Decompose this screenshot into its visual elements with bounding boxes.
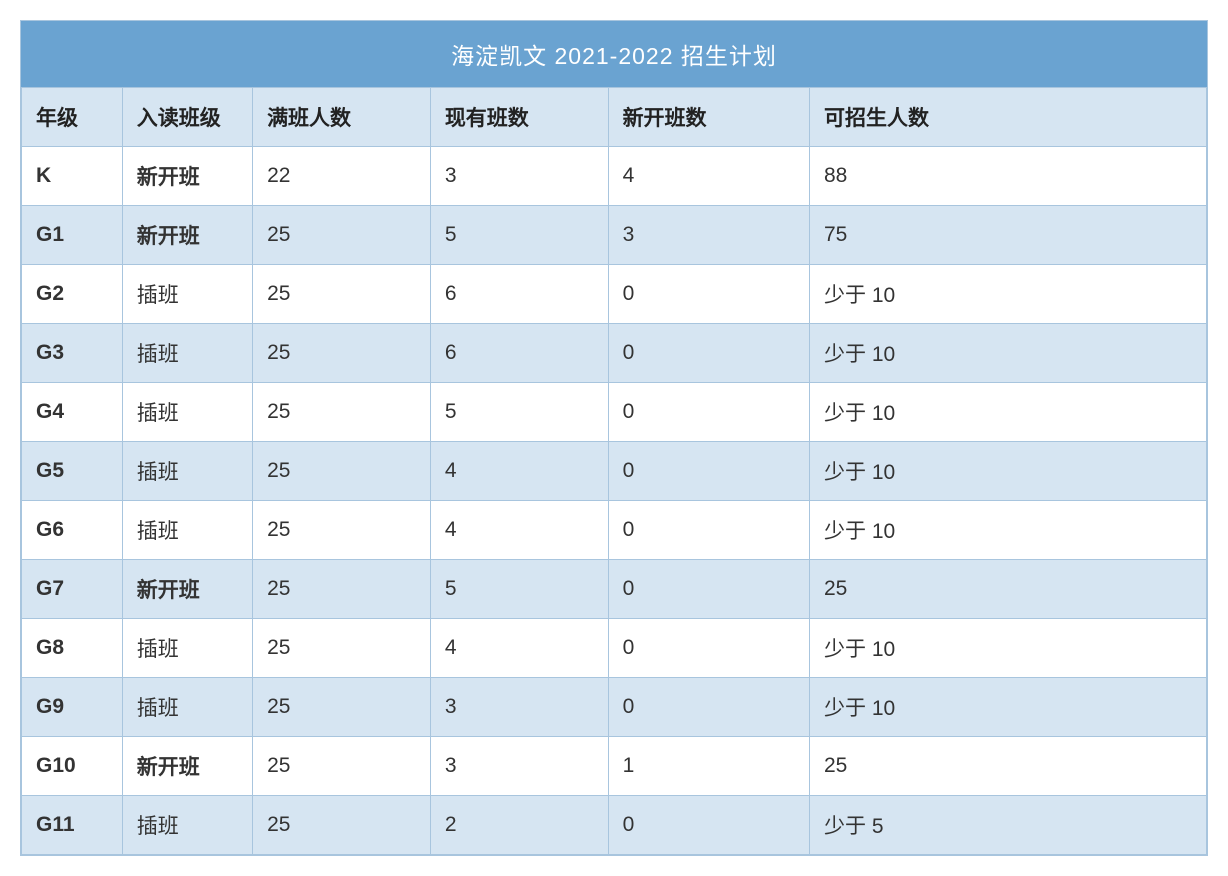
table-row: G2插班2560少于 10	[22, 265, 1207, 324]
table-cell: 2	[430, 796, 608, 855]
table-cell: 25	[253, 796, 431, 855]
enrollment-table: 年级 入读班级 满班人数 现有班数 新开班数 可招生人数 K新开班223488G…	[21, 87, 1207, 855]
table-row: G7新开班255025	[22, 560, 1207, 619]
table-cell: 0	[608, 442, 809, 501]
table-cell: 25	[253, 442, 431, 501]
enrollment-table-container: 海淀凯文 2021-2022 招生计划 年级 入读班级 满班人数 现有班数 新开…	[20, 20, 1208, 856]
table-cell: 少于 10	[810, 619, 1207, 678]
header-row: 年级 入读班级 满班人数 现有班数 新开班数 可招生人数	[22, 88, 1207, 147]
col-header-grade: 年级	[22, 88, 123, 147]
table-cell: G5	[22, 442, 123, 501]
table-row: G6插班2540少于 10	[22, 501, 1207, 560]
table-cell: 3	[608, 206, 809, 265]
table-cell: 25	[253, 265, 431, 324]
table-cell: K	[22, 147, 123, 206]
table-cell: 5	[430, 560, 608, 619]
table-row: G11插班2520少于 5	[22, 796, 1207, 855]
table-cell: 少于 10	[810, 324, 1207, 383]
table-cell: 插班	[122, 796, 252, 855]
table-cell: 25	[253, 324, 431, 383]
table-cell: 新开班	[122, 560, 252, 619]
table-row: G5插班2540少于 10	[22, 442, 1207, 501]
table-cell: 少于 10	[810, 678, 1207, 737]
table-row: G8插班2540少于 10	[22, 619, 1207, 678]
table-title: 海淀凯文 2021-2022 招生计划	[21, 21, 1207, 87]
table-row: G10新开班253125	[22, 737, 1207, 796]
table-cell: 插班	[122, 265, 252, 324]
table-cell: 插班	[122, 619, 252, 678]
table-cell: 22	[253, 147, 431, 206]
table-cell: G6	[22, 501, 123, 560]
table-cell: 0	[608, 324, 809, 383]
table-cell: 5	[430, 206, 608, 265]
table-cell: 3	[430, 678, 608, 737]
table-cell: 25	[253, 501, 431, 560]
table-body: K新开班223488G1新开班255375G2插班2560少于 10G3插班25…	[22, 147, 1207, 855]
table-cell: 少于 10	[810, 501, 1207, 560]
table-cell: 3	[430, 147, 608, 206]
table-cell: 25	[253, 737, 431, 796]
table-cell: 少于 10	[810, 265, 1207, 324]
table-cell: G9	[22, 678, 123, 737]
table-cell: 新开班	[122, 737, 252, 796]
table-cell: 25	[810, 560, 1207, 619]
table-cell: 0	[608, 678, 809, 737]
table-cell: G4	[22, 383, 123, 442]
col-header-available: 可招生人数	[810, 88, 1207, 147]
table-cell: 0	[608, 560, 809, 619]
table-cell: 3	[430, 737, 608, 796]
table-cell: G8	[22, 619, 123, 678]
table-cell: G2	[22, 265, 123, 324]
table-cell: 少于 10	[810, 442, 1207, 501]
table-cell: 插班	[122, 501, 252, 560]
col-header-fullsize: 满班人数	[253, 88, 431, 147]
table-cell: 5	[430, 383, 608, 442]
table-cell: G10	[22, 737, 123, 796]
table-cell: 25	[253, 560, 431, 619]
table-cell: G3	[22, 324, 123, 383]
table-row: G4插班2550少于 10	[22, 383, 1207, 442]
table-cell: 0	[608, 265, 809, 324]
table-cell: 25	[253, 206, 431, 265]
table-cell: 0	[608, 501, 809, 560]
table-cell: 6	[430, 324, 608, 383]
table-cell: 4	[608, 147, 809, 206]
table-cell: 新开班	[122, 147, 252, 206]
table-cell: 插班	[122, 324, 252, 383]
table-cell: G1	[22, 206, 123, 265]
table-cell: 新开班	[122, 206, 252, 265]
table-cell: 插班	[122, 383, 252, 442]
table-cell: 25	[253, 678, 431, 737]
table-cell: 88	[810, 147, 1207, 206]
table-cell: 25	[810, 737, 1207, 796]
table-cell: 4	[430, 619, 608, 678]
table-cell: 75	[810, 206, 1207, 265]
table-cell: 1	[608, 737, 809, 796]
table-cell: 0	[608, 383, 809, 442]
table-cell: G11	[22, 796, 123, 855]
table-cell: 25	[253, 619, 431, 678]
table-cell: 0	[608, 796, 809, 855]
table-row: K新开班223488	[22, 147, 1207, 206]
table-cell: 插班	[122, 442, 252, 501]
table-cell: 少于 10	[810, 383, 1207, 442]
table-cell: 4	[430, 501, 608, 560]
table-cell: 插班	[122, 678, 252, 737]
col-header-newopen: 新开班数	[608, 88, 809, 147]
table-cell: 0	[608, 619, 809, 678]
table-cell: 4	[430, 442, 608, 501]
col-header-existing: 现有班数	[430, 88, 608, 147]
col-header-classtype: 入读班级	[122, 88, 252, 147]
table-row: G3插班2560少于 10	[22, 324, 1207, 383]
table-cell: 6	[430, 265, 608, 324]
table-cell: 少于 5	[810, 796, 1207, 855]
table-cell: G7	[22, 560, 123, 619]
table-row: G1新开班255375	[22, 206, 1207, 265]
table-row: G9插班2530少于 10	[22, 678, 1207, 737]
table-cell: 25	[253, 383, 431, 442]
